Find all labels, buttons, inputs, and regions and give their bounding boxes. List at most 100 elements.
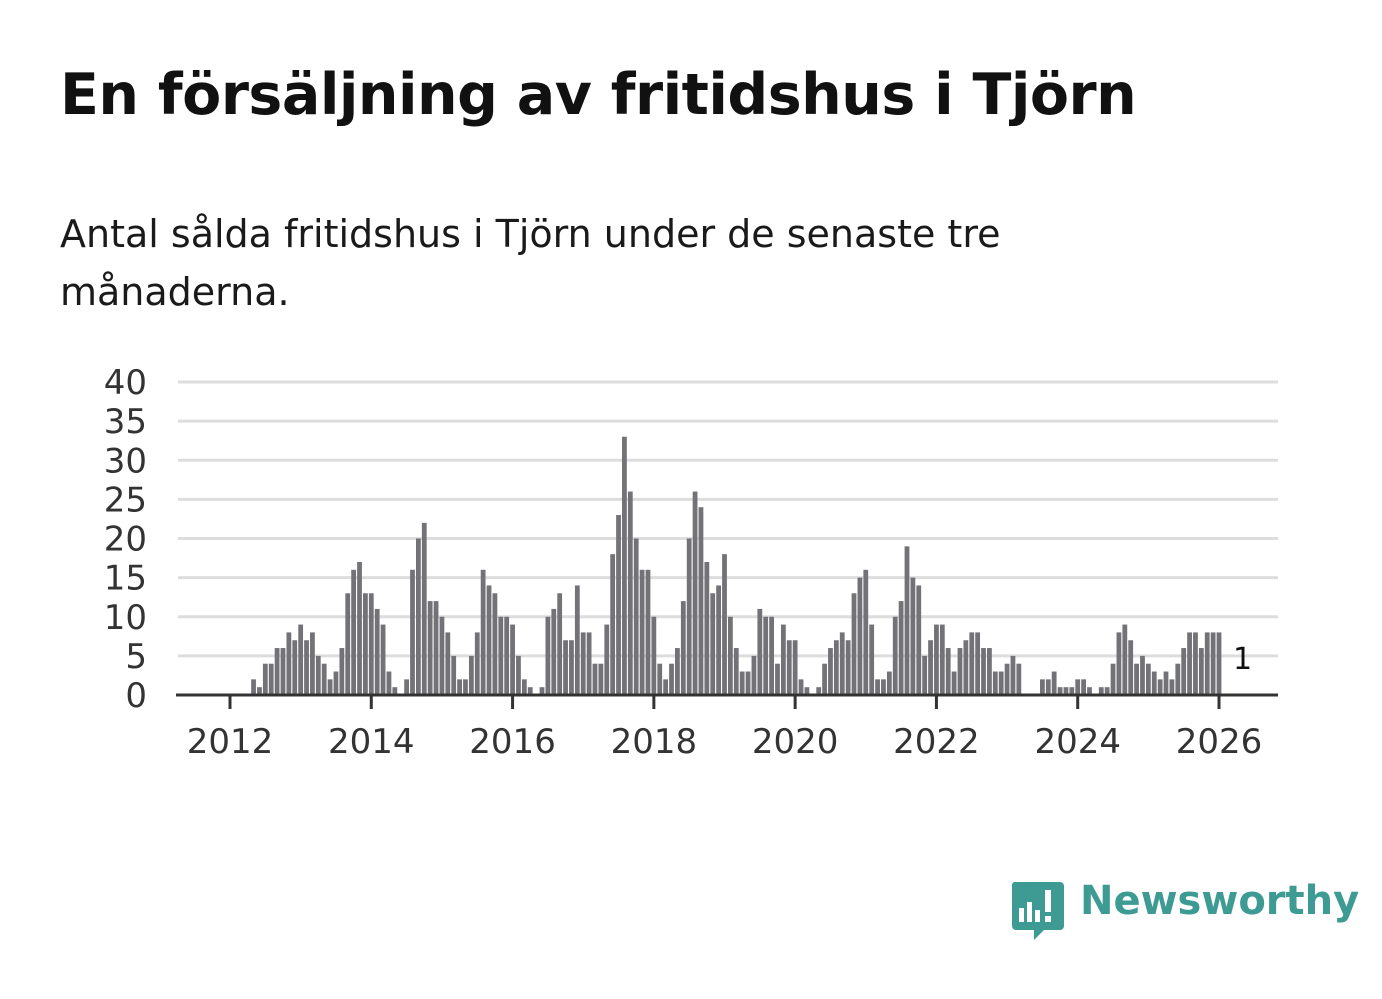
bar [804,687,810,695]
bar [1057,687,1063,695]
bar [1081,679,1086,695]
bar [816,687,822,695]
bar [727,616,733,695]
y-tick-label: 35 [104,402,147,442]
bar [569,640,574,695]
bar [845,640,851,695]
bar [822,663,827,695]
bar [468,655,474,696]
bar [557,593,563,695]
bar [574,585,580,695]
bar [1134,663,1139,695]
bar [404,679,409,695]
bar [1140,655,1145,696]
chart-subtitle: Antal sålda fritidshus i Tjörn under de … [60,212,1001,314]
bar [751,655,757,696]
brand-name: Newsworthy [1080,878,1360,924]
bar [939,624,945,695]
bar [421,522,427,695]
data-labels: 1 [1233,642,1252,677]
bar [1040,679,1045,695]
bar [545,616,551,695]
bar [686,538,692,695]
bar [368,593,374,695]
bar [745,671,751,695]
bar [257,687,262,695]
bar [604,624,610,695]
last-value-label: 1 [1233,642,1252,677]
bar [704,561,710,695]
bar [551,608,557,695]
bar [963,640,969,695]
bar [622,436,627,695]
bar [1145,663,1151,695]
bar [951,671,957,695]
bar [669,663,674,695]
bar [757,608,763,695]
bar [657,663,663,695]
bar [910,577,916,696]
bar [333,671,339,695]
bar [904,546,910,695]
bar [1122,624,1128,695]
bar [1181,648,1187,695]
bar [680,601,686,695]
x-tick-label: 2012 [187,722,274,762]
bar [427,601,433,695]
bar [286,632,292,695]
bar [992,671,998,695]
bar [857,577,863,696]
bar [645,569,651,695]
x-axis: 2012 2014 2016 2018 2020 2022 2024 2026 [176,693,1278,762]
bar [580,632,586,695]
bar [869,624,875,695]
bar [1116,632,1122,695]
x-tick-label: 2016 [469,722,556,762]
bar [692,491,698,695]
bar [451,655,457,696]
bar [586,632,592,695]
bar [639,569,645,695]
bar [998,671,1004,695]
bar [410,569,415,695]
bar [610,554,616,695]
bar [722,554,727,695]
bar [892,616,898,695]
bar [616,515,621,695]
bar [527,687,533,695]
bar [1016,663,1022,695]
y-tick-label: 20 [104,520,147,560]
bar [1087,687,1092,695]
y-tick-label: 30 [104,441,147,481]
bar [380,624,386,695]
bar [1187,632,1192,695]
bar [433,601,439,695]
bar [1157,679,1163,695]
bar [651,616,657,695]
bar [1063,687,1069,695]
bar [769,616,774,695]
bar [1169,679,1175,695]
bar [592,663,598,695]
bar [521,679,527,695]
bar [339,648,345,695]
bar [1075,679,1081,695]
bar [1204,632,1210,695]
bar [916,585,922,695]
bar [1010,655,1016,696]
bar [957,648,963,695]
bar [928,640,933,695]
bar [851,593,857,695]
y-tick-label: 40 [104,363,147,403]
bar [1193,632,1198,695]
bar [1069,687,1075,695]
y-tick-label: 0 [125,676,147,716]
bar [775,663,780,695]
bar [922,655,928,696]
bar [415,538,421,695]
y-tick-label: 25 [104,480,147,520]
x-tick-label: 2018 [611,722,698,762]
bar [357,561,362,695]
